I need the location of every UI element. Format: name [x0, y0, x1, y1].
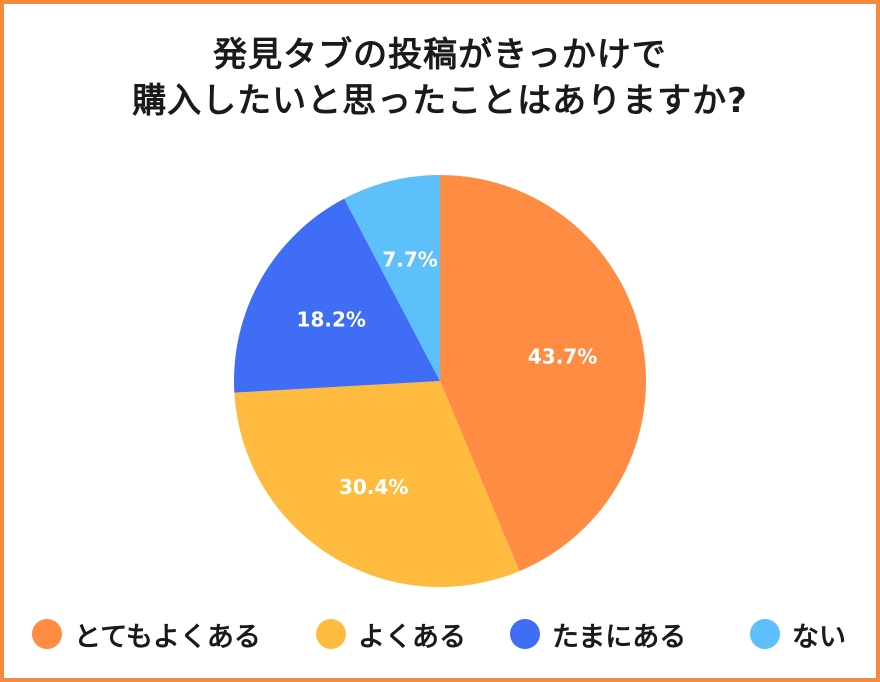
- legend-item-totemo-yoku-aru: とてもよくある: [32, 610, 261, 658]
- legend-label: とてもよくある: [74, 621, 261, 653]
- chart-legend: とてもよくある よくある たまにある ない: [0, 610, 880, 658]
- legend-swatch: [510, 619, 540, 649]
- legend-swatch: [750, 619, 780, 649]
- legend-label: ない: [792, 621, 846, 653]
- pie-data-label-3: 7.7%: [382, 248, 437, 272]
- chart-title: 発見タブの投稿がきっかけで 購入したいと思ったことはありますか?: [0, 32, 880, 124]
- pie-slice-1: [234, 381, 520, 587]
- legend-label: たまにある: [552, 621, 687, 653]
- chart-title-line-1: 発見タブの投稿がきっかけで: [213, 35, 667, 75]
- chart-title-line-2: 購入したいと思ったことはありますか?: [132, 81, 748, 121]
- pie-data-label-2: 18.2%: [297, 307, 366, 331]
- legend-swatch: [316, 619, 346, 649]
- legend-label: よくある: [358, 621, 466, 653]
- legend-item-yoku-aru: よくある: [316, 610, 466, 658]
- pie-slice-2: [234, 198, 440, 393]
- pie-slice-0: [440, 175, 646, 572]
- pie-slice-3: [344, 175, 440, 381]
- pie-data-label-1: 30.4%: [339, 475, 408, 499]
- legend-item-tamani-aru: たまにある: [510, 610, 686, 658]
- legend-swatch: [32, 619, 62, 649]
- legend-item-nai: ない: [750, 610, 846, 658]
- pie-data-label-0: 43.7%: [528, 344, 597, 368]
